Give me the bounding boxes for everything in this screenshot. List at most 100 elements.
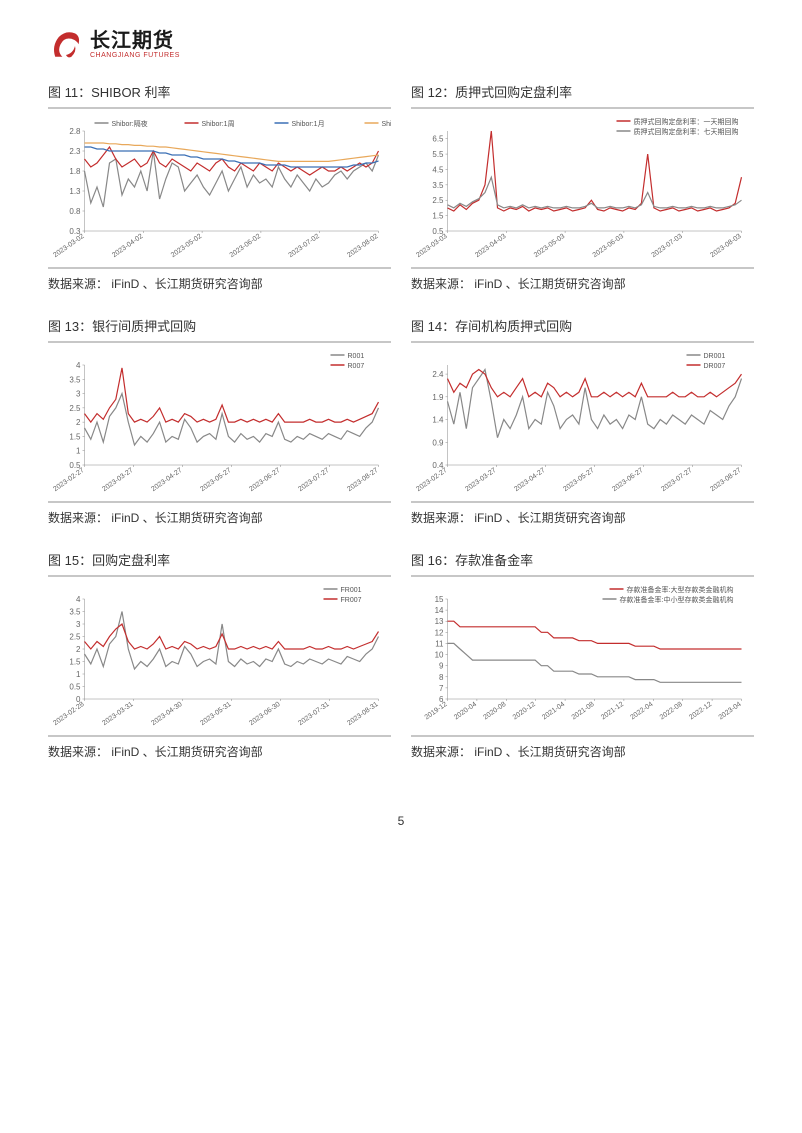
chart-panel-12: 图 12：质押式回购定盘利率0.51.52.53.54.55.56.52023-… [411, 82, 754, 310]
svg-text:DR001: DR001 [704, 353, 726, 360]
svg-text:2023-02-27: 2023-02-27 [415, 467, 448, 493]
svg-text:1.9: 1.9 [432, 393, 444, 402]
svg-text:2: 2 [76, 418, 81, 427]
svg-text:8: 8 [439, 673, 444, 682]
svg-text:2023-06-27: 2023-06-27 [611, 467, 644, 493]
svg-text:Shibor:隔夜: Shibor:隔夜 [112, 119, 148, 128]
chart-panel-11: 图 11：SHIBOR 利率0.30.81.31.82.32.82023-03-… [48, 82, 391, 310]
svg-text:2023-04-27: 2023-04-27 [513, 467, 546, 493]
svg-text:DR007: DR007 [704, 363, 726, 370]
svg-text:15: 15 [435, 595, 444, 604]
svg-text:1: 1 [76, 447, 81, 456]
svg-text:3.5: 3.5 [432, 181, 444, 190]
svg-text:Shibor:1周: Shibor:1周 [202, 120, 235, 128]
line-chart: 0.40.91.41.92.42023-02-272023-03-272023-… [411, 347, 754, 497]
svg-text:2021-08: 2021-08 [571, 701, 596, 722]
svg-text:2023-08-02: 2023-08-02 [346, 233, 379, 259]
svg-text:2020-12: 2020-12 [512, 701, 537, 722]
svg-text:0.5: 0.5 [69, 683, 81, 692]
figure-title: 图 14：存间机构质押式回购 [411, 316, 754, 335]
svg-text:3.5: 3.5 [69, 608, 81, 617]
svg-text:5.5: 5.5 [432, 150, 444, 159]
svg-text:2.8: 2.8 [69, 127, 81, 136]
svg-text:2023-03-02: 2023-03-02 [52, 233, 85, 259]
svg-text:2023-05-31: 2023-05-31 [199, 701, 232, 727]
svg-text:2.4: 2.4 [432, 370, 444, 379]
svg-text:2023-04-03: 2023-04-03 [474, 233, 507, 259]
svg-text:质押式回购定盘利率：一天期回购: 质押式回购定盘利率：一天期回购 [634, 117, 739, 126]
logo-text-cn: 长江期货 [90, 31, 180, 51]
svg-text:2023-06-27: 2023-06-27 [248, 467, 281, 493]
svg-text:2023-06-03: 2023-06-03 [592, 233, 625, 259]
svg-text:2.5: 2.5 [69, 404, 81, 413]
svg-text:存款准备金率:中小型存款类金融机构: 存款准备金率:中小型存款类金融机构 [620, 595, 734, 604]
svg-text:2023-04-02: 2023-04-02 [111, 233, 144, 259]
svg-text:7: 7 [439, 684, 444, 693]
svg-text:2023-08-27: 2023-08-27 [346, 467, 379, 493]
svg-text:Shibor:1月: Shibor:1月 [292, 120, 325, 128]
chart-panel-13: 图 13：银行间质押式回购0.511.522.533.542023-02-272… [48, 316, 391, 544]
svg-text:2023-07-02: 2023-07-02 [287, 233, 320, 259]
svg-text:1.8: 1.8 [69, 167, 81, 176]
svg-text:1.3: 1.3 [69, 187, 81, 196]
line-chart: 0.511.522.533.542023-02-272023-03-272023… [48, 347, 391, 497]
svg-text:14: 14 [435, 606, 444, 615]
svg-text:12: 12 [435, 628, 444, 637]
svg-text:2023-06-30: 2023-06-30 [248, 701, 281, 727]
svg-text:存款准备金率:大型存款类金融机构: 存款准备金率:大型存款类金融机构 [627, 585, 734, 594]
svg-text:6.5: 6.5 [432, 135, 444, 144]
chart-panel-14: 图 14：存间机构质押式回购0.40.91.41.92.42023-02-272… [411, 316, 754, 544]
svg-text:2023-06-02: 2023-06-02 [229, 233, 262, 259]
data-source: 数据来源： iFinD 、长江期货研究咨询部 [48, 275, 391, 292]
svg-text:10: 10 [435, 651, 444, 660]
svg-text:1.5: 1.5 [69, 432, 81, 441]
figure-title: 图 15：回购定盘利率 [48, 550, 391, 569]
figure-title: 图 12：质押式回购定盘利率 [411, 82, 754, 101]
svg-text:2: 2 [76, 645, 81, 654]
svg-text:2023-03-27: 2023-03-27 [464, 467, 497, 493]
svg-text:4.5: 4.5 [432, 165, 444, 174]
svg-text:2.3: 2.3 [69, 147, 81, 156]
svg-text:2023-04-27: 2023-04-27 [150, 467, 183, 493]
data-source: 数据来源： iFinD 、长江期货研究咨询部 [48, 743, 391, 760]
svg-text:2021-04: 2021-04 [541, 701, 566, 722]
svg-text:2023-08-27: 2023-08-27 [709, 467, 742, 493]
svg-text:2023-07-27: 2023-07-27 [660, 467, 693, 493]
svg-text:2023-08-03: 2023-08-03 [709, 233, 742, 259]
line-chart: 0.30.81.31.82.32.82023-03-022023-04-0220… [48, 113, 391, 263]
svg-text:2023-03-27: 2023-03-27 [101, 467, 134, 493]
data-source: 数据来源： iFinD 、长江期货研究咨询部 [411, 275, 754, 292]
svg-text:9: 9 [439, 662, 444, 671]
svg-text:2023-08-31: 2023-08-31 [346, 701, 379, 727]
svg-text:2022-12: 2022-12 [688, 701, 713, 722]
svg-text:0.9: 0.9 [432, 438, 444, 447]
figure-title: 图 13：银行间质押式回购 [48, 316, 391, 335]
svg-text:13: 13 [435, 617, 444, 626]
svg-text:11: 11 [435, 639, 444, 648]
svg-text:2023-05-27: 2023-05-27 [199, 467, 232, 493]
svg-text:0.8: 0.8 [69, 207, 81, 216]
svg-text:FR007: FR007 [341, 597, 362, 604]
svg-text:2019-12: 2019-12 [424, 701, 449, 722]
svg-text:3: 3 [76, 620, 81, 629]
svg-text:4: 4 [76, 595, 81, 604]
chart-panel-15: 图 15：回购定盘利率00.511.522.533.542023-02-2820… [48, 550, 391, 778]
line-chart: 67891011121314152019-122020-042020-08202… [411, 581, 754, 731]
svg-text:1: 1 [76, 670, 81, 679]
svg-text:2020-08: 2020-08 [482, 701, 507, 722]
svg-text:2023-04: 2023-04 [718, 701, 743, 722]
logo-icon [48, 28, 84, 64]
svg-text:2023-07-03: 2023-07-03 [650, 233, 683, 259]
svg-text:2.5: 2.5 [432, 196, 444, 205]
figure-title: 图 16：存款准备金率 [411, 550, 754, 569]
svg-text:2023-04-30: 2023-04-30 [150, 701, 183, 727]
svg-text:2023-05-03: 2023-05-03 [533, 233, 566, 259]
svg-text:2023-05-27: 2023-05-27 [562, 467, 595, 493]
svg-text:2023-03-03: 2023-03-03 [415, 233, 448, 259]
data-source: 数据来源： iFinD 、长江期货研究咨询部 [48, 509, 391, 526]
data-source: 数据来源： iFinD 、长江期货研究咨询部 [411, 743, 754, 760]
svg-text:R001: R001 [348, 353, 365, 360]
svg-text:2023-05-02: 2023-05-02 [170, 233, 203, 259]
logo: 长江期货 CHANGJIANG FUTURES [48, 28, 754, 64]
svg-text:1.5: 1.5 [432, 212, 444, 221]
